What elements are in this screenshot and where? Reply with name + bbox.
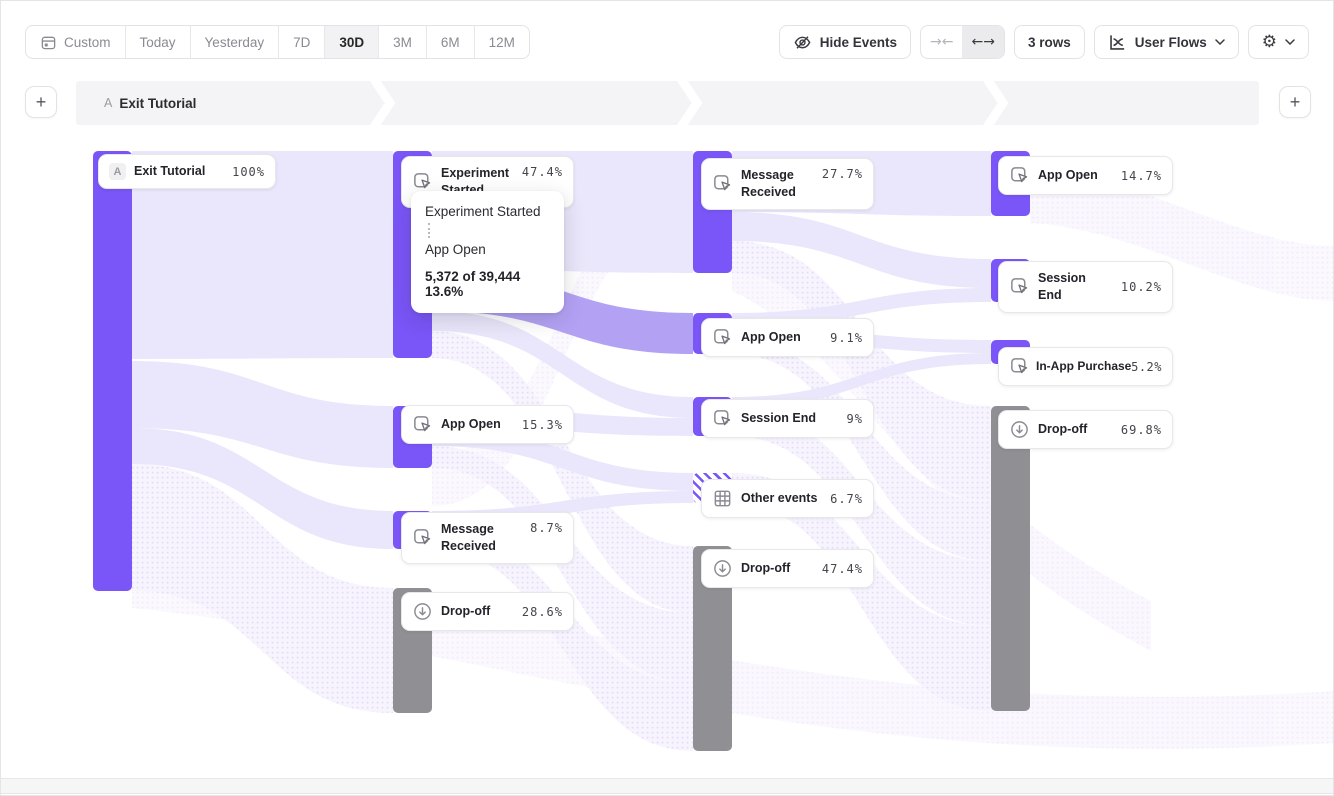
- gear-icon: ⚙: [1261, 32, 1277, 52]
- flow-node-card-dropoff[interactable]: Drop-off 69.8%: [998, 410, 1173, 449]
- event-icon: [412, 171, 433, 192]
- date-range-today[interactable]: Today: [124, 26, 190, 58]
- column-width-toggle: →← ←→: [920, 25, 1005, 59]
- event-icon: [1009, 356, 1030, 377]
- grid-icon: [712, 488, 733, 509]
- flow-node-card[interactable]: Message Received 27.7%: [701, 158, 874, 210]
- toolbar: Custom Today Yesterday 7D 30D 3M 6M 12M …: [25, 25, 1309, 59]
- date-range-7d[interactable]: 7D: [278, 26, 324, 58]
- flow-node-card-dropoff[interactable]: Drop-off 47.4%: [701, 549, 874, 588]
- step-a-label: A Exit Tutorial: [104, 81, 196, 125]
- tooltip-stat: 5,372 of 39,444 13.6%: [425, 269, 521, 299]
- dropoff-icon: [1009, 419, 1030, 440]
- event-icon: [712, 173, 733, 194]
- dropoff-icon: [412, 601, 433, 622]
- date-range-6m[interactable]: 6M: [425, 26, 474, 58]
- event-icon: [1009, 165, 1030, 186]
- toolbar-right-controls: Hide Events →← ←→ 3 rows User Flows ⚙: [778, 25, 1309, 59]
- date-range-group: Custom Today Yesterday 7D 30D 3M 6M 12M: [25, 25, 530, 59]
- flow-node-card[interactable]: A Exit Tutorial 100%: [98, 154, 276, 189]
- date-range-12m[interactable]: 12M: [473, 26, 529, 58]
- expand-columns-button[interactable]: ←→: [962, 26, 1004, 58]
- step-chevron-separator: [677, 81, 703, 125]
- view-type-dropdown[interactable]: User Flows: [1093, 25, 1239, 59]
- step-name: Exit Tutorial: [119, 95, 197, 111]
- step-band[interactable]: A Exit Tutorial: [76, 81, 1259, 125]
- step-letter-badge: A: [109, 163, 126, 180]
- flow-node-card[interactable]: App Open 9.1%: [701, 318, 874, 357]
- flow-node-card-other-events[interactable]: Other events 6.7%: [701, 479, 874, 518]
- date-range-30d[interactable]: 30D: [324, 26, 379, 58]
- node-label: Exit Tutorial: [134, 164, 206, 179]
- dropoff-icon: [712, 558, 733, 579]
- bottom-scrollbar-strip[interactable]: [1, 778, 1333, 794]
- flow-node-card[interactable]: Session End 9%: [701, 399, 874, 438]
- add-step-after-button[interactable]: +: [1279, 86, 1311, 118]
- settings-dropdown[interactable]: ⚙: [1247, 25, 1309, 59]
- event-icon: [412, 414, 433, 435]
- flow-tooltip: Experiment Started App Open 5,372 of 39,…: [411, 191, 564, 313]
- date-range-label: Custom: [64, 34, 111, 50]
- node-percent: 100%: [232, 164, 265, 179]
- node-bar-dropoff-4[interactable]: [991, 406, 1030, 711]
- flow-node-card[interactable]: Message Received 8.7%: [401, 512, 574, 564]
- add-step-before-button[interactable]: +: [25, 86, 57, 118]
- step-chevron-separator: [983, 81, 1009, 125]
- step-letter: A: [104, 96, 113, 110]
- flow-node-card-dropoff[interactable]: Drop-off 28.6%: [401, 592, 574, 631]
- date-range-yesterday[interactable]: Yesterday: [189, 26, 279, 58]
- event-icon: [1009, 276, 1030, 297]
- step-chevron-separator: [370, 81, 396, 125]
- flow-node-card[interactable]: App Open 15.3%: [401, 405, 574, 444]
- event-icon: [712, 408, 733, 429]
- date-range-3m[interactable]: 3M: [378, 26, 426, 58]
- flow-node-card[interactable]: In-App Purchase 5.2%: [998, 347, 1173, 386]
- date-range-custom[interactable]: Custom: [26, 26, 125, 58]
- flow-node-card[interactable]: App Open 14.7%: [998, 156, 1173, 195]
- event-icon: [412, 527, 433, 548]
- tooltip-connector: [428, 223, 430, 238]
- hide-events-button[interactable]: Hide Events: [778, 25, 911, 59]
- flow-node-card[interactable]: Session End 10.2%: [998, 261, 1173, 313]
- tooltip-to-event: App Open: [425, 242, 486, 257]
- event-icon: [712, 327, 733, 348]
- tooltip-from-event: Experiment Started: [425, 204, 541, 219]
- node-bar-exit-tutorial[interactable]: [93, 151, 132, 591]
- rows-button[interactable]: 3 rows: [1013, 25, 1085, 59]
- collapse-columns-button[interactable]: →←: [930, 34, 954, 50]
